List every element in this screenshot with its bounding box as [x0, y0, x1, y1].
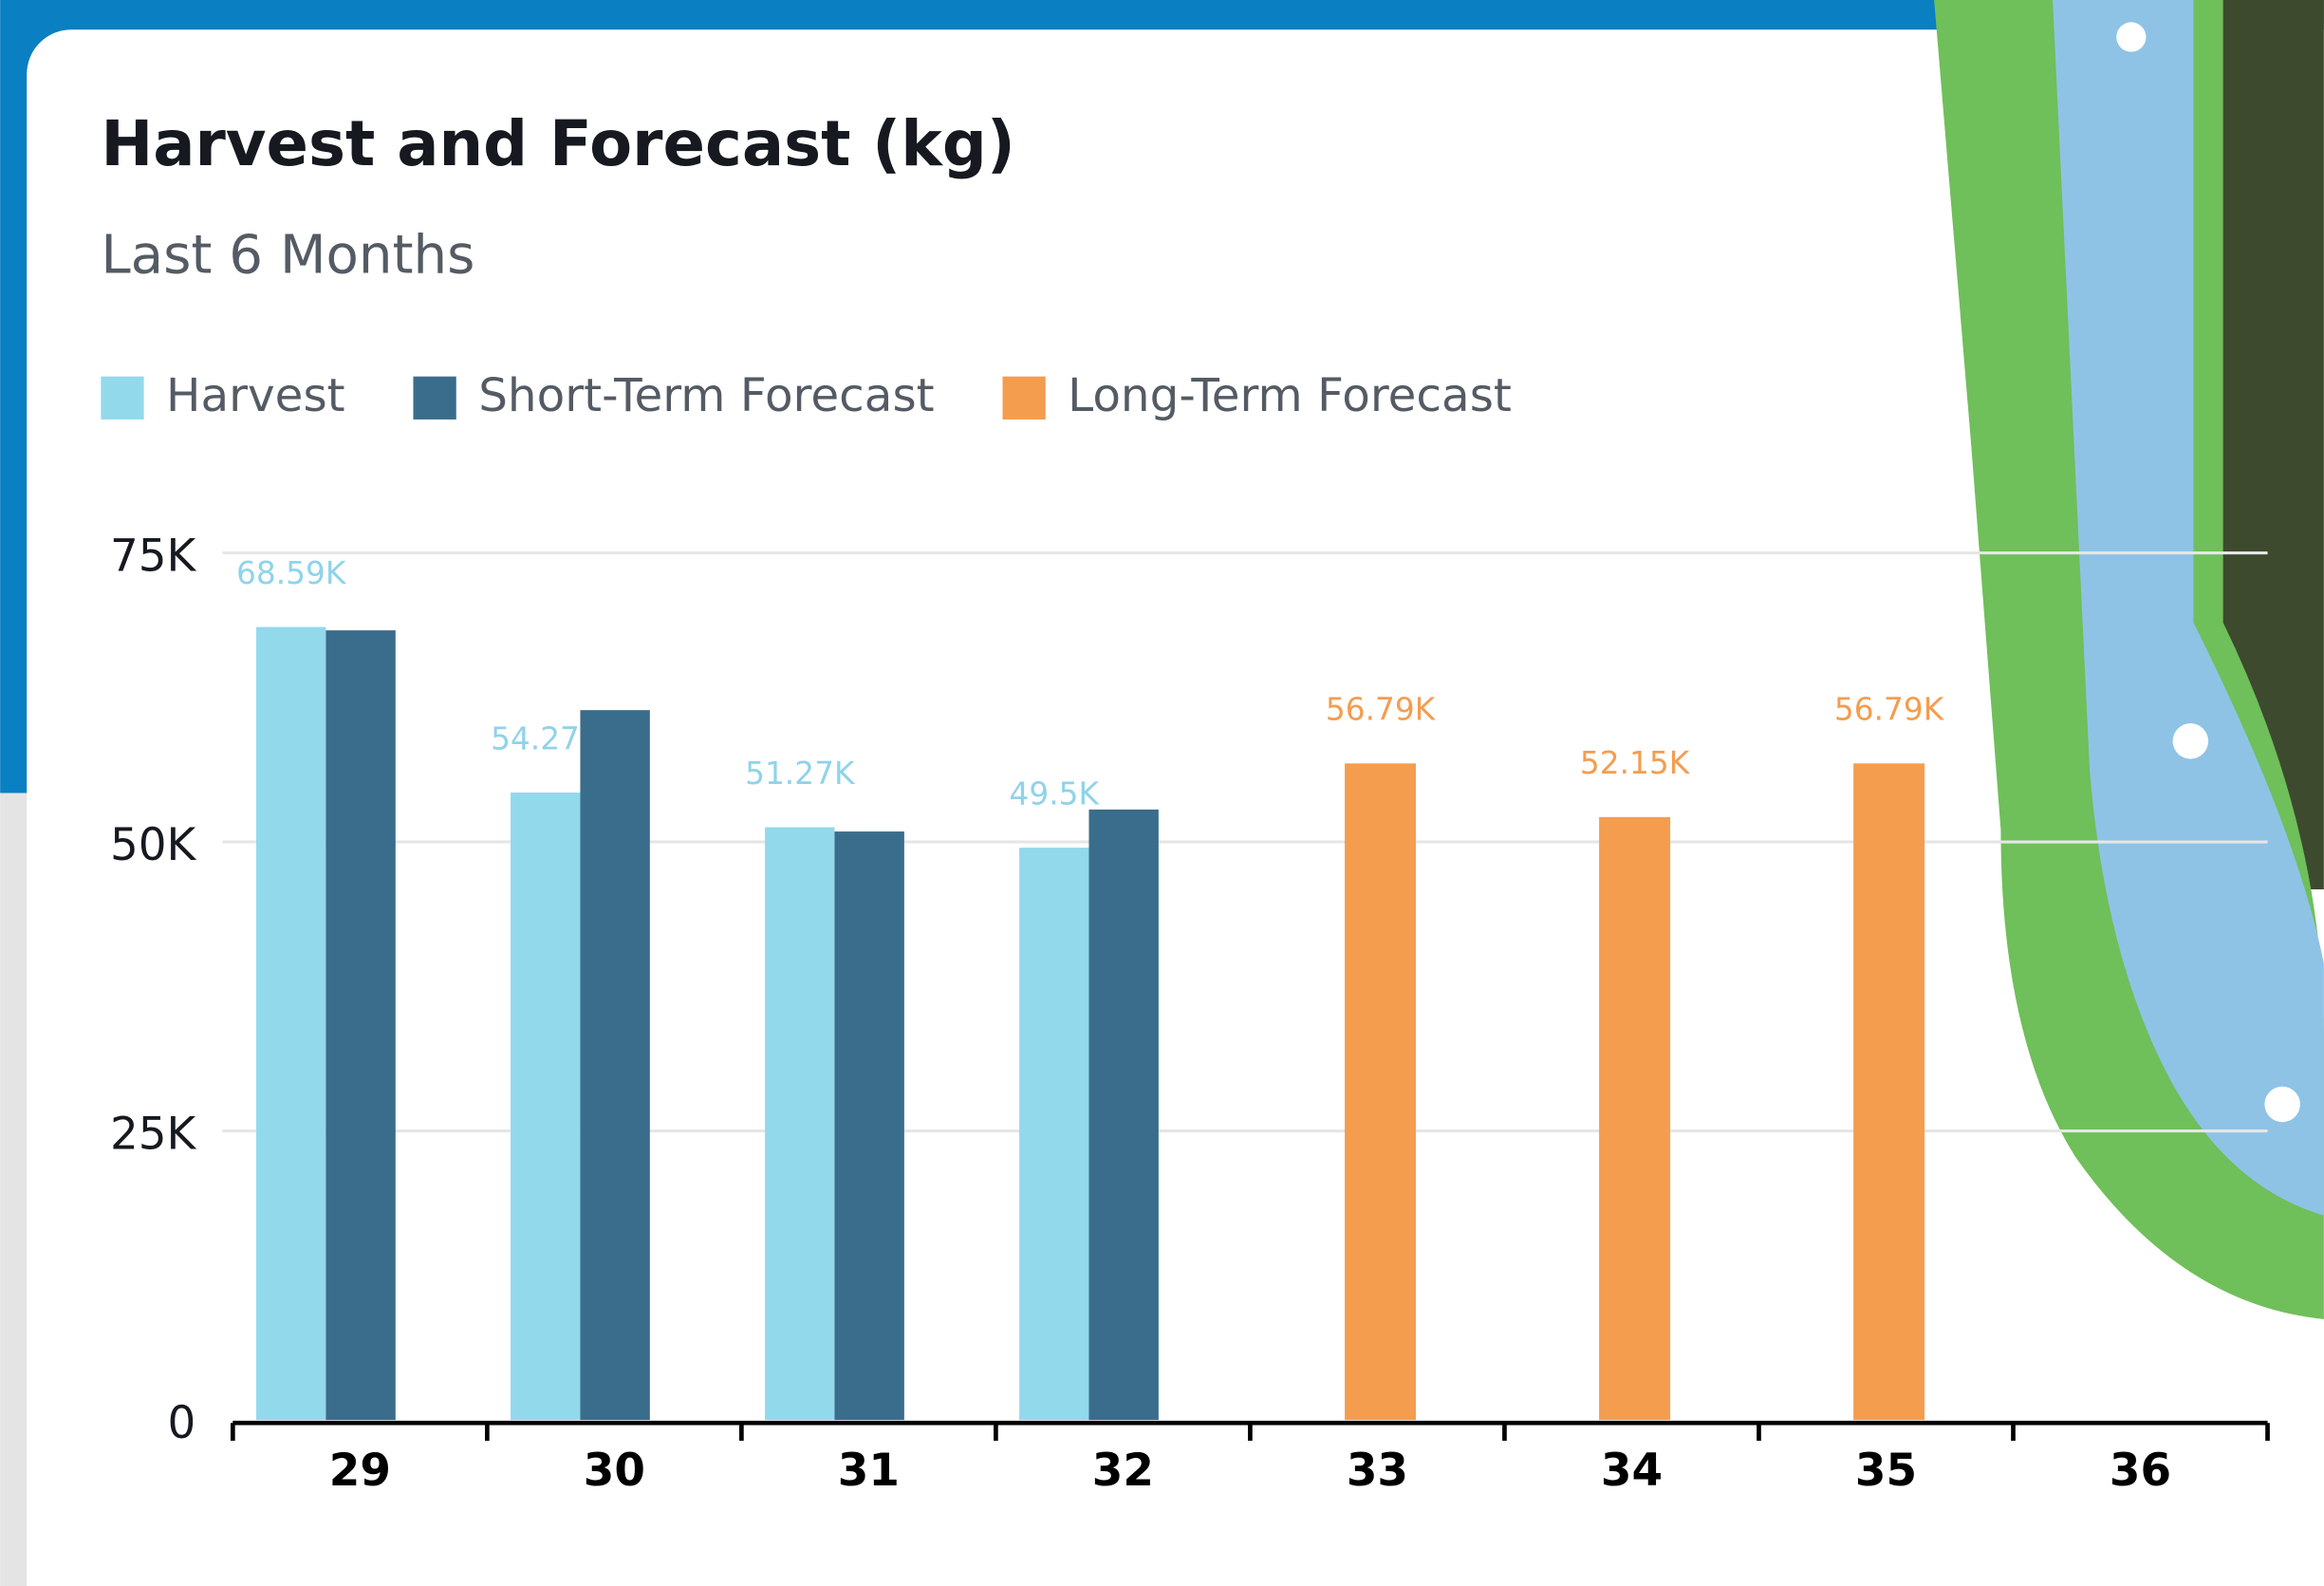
y-tick-label: 25K	[110, 1109, 197, 1160]
y-tick-label: 0	[167, 1398, 195, 1449]
y-tick-label: 50K	[110, 820, 197, 871]
x-tick-label: 31	[838, 1446, 900, 1497]
bar	[256, 626, 326, 1421]
x-tick-label: 33	[1347, 1446, 1408, 1497]
plot: Harvest Short-Term Forecast Long-Term Fore…	[101, 369, 2270, 1497]
bar	[1019, 848, 1089, 1421]
bolt	[2264, 1086, 2300, 1123]
bar	[1345, 763, 1417, 1421]
value-label: 49.5K	[1010, 775, 1101, 812]
y-tick-label: 75K	[110, 531, 197, 582]
value-label: 68.59K	[236, 555, 347, 591]
bar	[834, 831, 904, 1421]
bolt	[2116, 22, 2147, 52]
x-tick-label: 32	[1092, 1446, 1154, 1497]
legend-label: Harvest	[166, 369, 345, 422]
value-label: 56.79K	[1834, 692, 1945, 728]
chart-subtitle: Last 6 Months	[101, 224, 474, 286]
x-tick-label: 36	[2110, 1446, 2171, 1497]
value-label: 52.15K	[1580, 745, 1691, 781]
x-tick-label: 29	[329, 1446, 391, 1497]
bar	[1853, 763, 1925, 1421]
x-tick-label: 34	[1601, 1446, 1663, 1497]
robot-image	[1934, 0, 2324, 1319]
value-label: 51.27K	[745, 756, 856, 792]
legend-swatch	[101, 376, 144, 420]
legend-swatch	[1002, 376, 1046, 420]
legend-label: Short-Term Forecast	[478, 369, 934, 422]
value-label: 56.79K	[1326, 692, 1437, 728]
x-tick-label: 30	[584, 1446, 645, 1497]
bar	[1088, 809, 1159, 1421]
bar	[511, 793, 581, 1421]
bar	[1599, 816, 1671, 1421]
bolt	[2172, 723, 2209, 759]
bar	[765, 827, 835, 1421]
bar	[580, 710, 650, 1421]
legend-label: Long-Term Forecast	[1068, 369, 1512, 422]
legend-swatch	[413, 376, 456, 420]
robot-arm-inner	[2053, 0, 2324, 1216]
chart-title: Harvest and Forecast (kg)	[101, 108, 1014, 180]
bar	[325, 630, 396, 1421]
x-tick-label: 35	[1855, 1446, 1917, 1497]
